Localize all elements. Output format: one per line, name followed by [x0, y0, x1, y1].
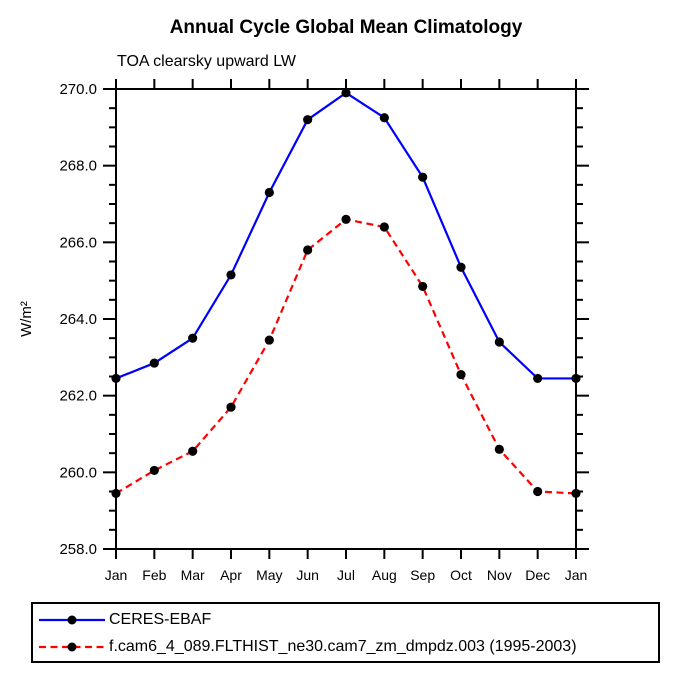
- legend-item-ceres: CERES-EBAF: [33, 606, 658, 633]
- y-axis-title: W/m²: [18, 301, 35, 337]
- svg-text:266.0: 266.0: [59, 234, 97, 251]
- svg-text:Jul: Jul: [337, 567, 355, 583]
- legend-label-ceres: CERES-EBAF: [109, 610, 212, 628]
- svg-text:Aug: Aug: [372, 567, 397, 583]
- svg-text:Jun: Jun: [296, 567, 319, 583]
- svg-text:262.0: 262.0: [59, 388, 97, 405]
- axis-frame: [111, 84, 581, 554]
- series-0: [111, 88, 581, 384]
- chart-title: Annual Cycle Global Mean Climatology: [169, 17, 523, 38]
- svg-text:Dec: Dec: [525, 567, 550, 583]
- svg-text:Jan: Jan: [105, 567, 128, 583]
- chart-subtitle: TOA clearsky upward LW: [117, 53, 297, 70]
- legend-label-model: f.cam6_4_089.FLTHIST_ne30.cam7_zm_dmpdz.…: [109, 637, 577, 655]
- svg-text:Mar: Mar: [181, 567, 205, 583]
- svg-text:Sep: Sep: [410, 567, 435, 583]
- svg-text:W/m²: W/m²: [18, 301, 35, 337]
- series-1: [111, 214, 581, 499]
- legend-dashed-line-marker-icon: [39, 642, 105, 651]
- legend-item-model: f.cam6_4_089.FLTHIST_ne30.cam7_zm_dmpdz.…: [33, 633, 658, 660]
- legend-box: CERES-EBAF f.cam6_4_089.FLTHIST_ne30.cam…: [31, 602, 660, 663]
- plot-area: Jan Feb Mar Apr May Jun Jul Aug Sep Oct Nov Dec Jan 2…: [18, 79, 589, 583]
- legend-solid-line-marker-icon: [39, 615, 105, 624]
- svg-text:264.0: 264.0: [59, 311, 97, 328]
- svg-text:258.0: 258.0: [59, 541, 97, 558]
- svg-text:May: May: [256, 567, 282, 583]
- svg-text:Nov: Nov: [487, 567, 512, 583]
- svg-text:260.0: 260.0: [59, 464, 97, 481]
- svg-text:Feb: Feb: [142, 567, 166, 583]
- svg-text:Jan: Jan: [565, 567, 588, 583]
- svg-text:Apr: Apr: [220, 567, 242, 583]
- x-axis-ticks-labels: Jan Feb Mar Apr May Jun Jul Aug Sep Oct Nov Dec Jan: [105, 79, 588, 583]
- y-axis-ticks-labels: 258.0 260.0 262.0 264.0 266.0 268.0 270.0: [59, 81, 589, 558]
- svg-text:Oct: Oct: [450, 567, 472, 583]
- svg-text:270.0: 270.0: [59, 81, 97, 98]
- svg-text:268.0: 268.0: [59, 158, 97, 175]
